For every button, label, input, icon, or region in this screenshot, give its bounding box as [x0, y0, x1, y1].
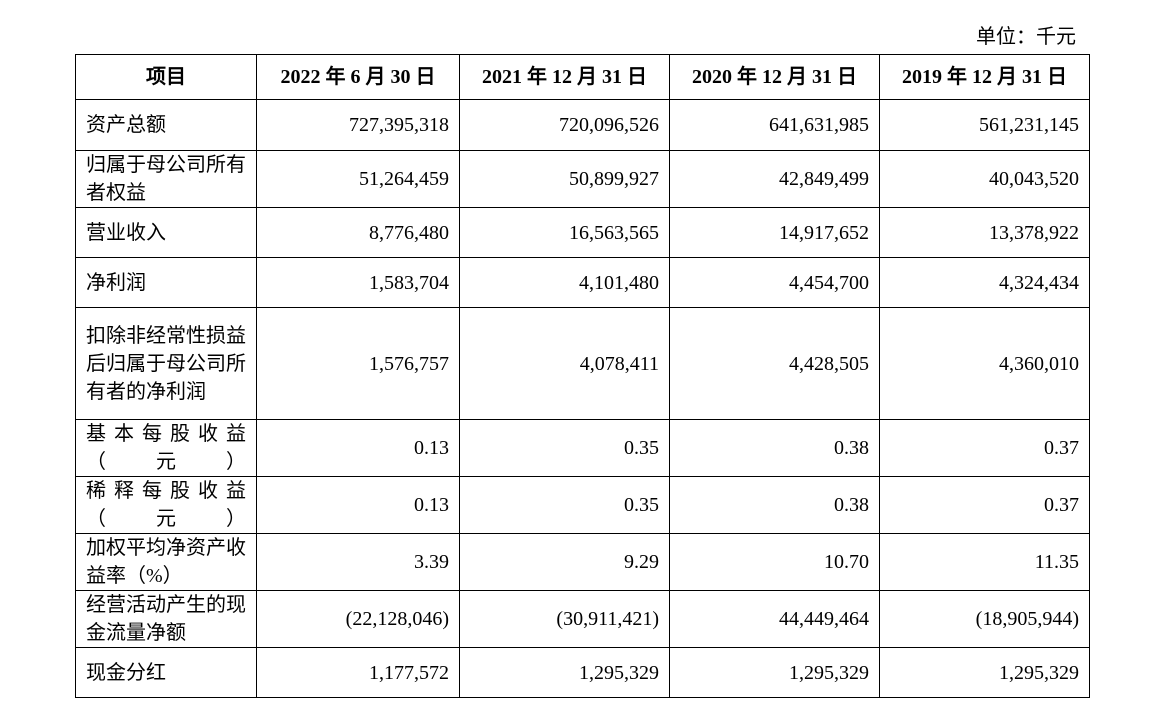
row-label: 现金分红	[75, 647, 257, 698]
cell-value: 8,776,480	[256, 207, 460, 258]
cell-value: 13,378,922	[879, 207, 1090, 258]
cell-value: 10.70	[669, 533, 880, 591]
row-label: 经营活动产生的现金流量净额	[75, 590, 257, 648]
cell-value: 561,231,145	[879, 99, 1090, 151]
cell-value: 1,576,757	[256, 307, 460, 420]
table-row: 现金分红 1,177,572 1,295,329 1,295,329 1,295…	[75, 647, 1090, 698]
cell-value: 1,177,572	[256, 647, 460, 698]
cell-value: 727,395,318	[256, 99, 460, 151]
cell-value: 4,360,010	[879, 307, 1090, 420]
cell-value: 4,428,505	[669, 307, 880, 420]
table-row: 基本每股收益（元） 0.13 0.35 0.38 0.37	[75, 419, 1090, 477]
row-label: 归属于母公司所有者权益	[75, 150, 257, 208]
cell-value: 0.35	[459, 476, 670, 534]
cell-value: 50,899,927	[459, 150, 670, 208]
cell-value: 641,631,985	[669, 99, 880, 151]
cell-value: 3.39	[256, 533, 460, 591]
cell-value: 51,264,459	[256, 150, 460, 208]
row-label: 净利润	[75, 257, 257, 308]
header-2022-06-30: 2022 年 6 月 30 日	[256, 54, 460, 100]
table-row: 扣除非经常性损益后归属于母公司所有者的净利润 1,576,757 4,078,4…	[75, 307, 1090, 420]
cell-value: 0.13	[256, 476, 460, 534]
row-label: 营业收入	[75, 207, 257, 258]
cell-value: 0.37	[879, 419, 1090, 477]
cell-value: 0.38	[669, 419, 880, 477]
header-2020-12-31: 2020 年 12 月 31 日	[669, 54, 880, 100]
cell-value: 4,454,700	[669, 257, 880, 308]
cell-value: 9.29	[459, 533, 670, 591]
cell-value: 42,849,499	[669, 150, 880, 208]
cell-value: 11.35	[879, 533, 1090, 591]
cell-value: (22,128,046)	[256, 590, 460, 648]
row-label: 加权平均净资产收益率（%）	[75, 533, 257, 591]
cell-value: 16,563,565	[459, 207, 670, 258]
table-row: 加权平均净资产收益率（%） 3.39 9.29 10.70 11.35	[75, 533, 1090, 591]
cell-value: 1,295,329	[879, 647, 1090, 698]
row-label: 资产总额	[75, 99, 257, 151]
cell-value: 14,917,652	[669, 207, 880, 258]
cell-value: 720,096,526	[459, 99, 670, 151]
row-label: 稀释每股收益（元）	[75, 476, 257, 534]
row-label: 扣除非经常性损益后归属于母公司所有者的净利润	[75, 307, 257, 420]
table-row: 经营活动产生的现金流量净额 (22,128,046) (30,911,421) …	[75, 590, 1090, 648]
cell-value: (18,905,944)	[879, 590, 1090, 648]
header-2021-12-31: 2021 年 12 月 31 日	[459, 54, 670, 100]
cell-value: 1,295,329	[459, 647, 670, 698]
table-row: 营业收入 8,776,480 16,563,565 14,917,652 13,…	[75, 207, 1090, 258]
cell-value: 40,043,520	[879, 150, 1090, 208]
table-row: 稀释每股收益（元） 0.13 0.35 0.38 0.37	[75, 476, 1090, 534]
header-2019-12-31: 2019 年 12 月 31 日	[879, 54, 1090, 100]
cell-value: 0.38	[669, 476, 880, 534]
row-label: 基本每股收益（元）	[75, 419, 257, 477]
cell-value: 4,324,434	[879, 257, 1090, 308]
cell-value: (30,911,421)	[459, 590, 670, 648]
cell-value: 44,449,464	[669, 590, 880, 648]
header-item: 项目	[75, 54, 257, 100]
cell-value: 1,295,329	[669, 647, 880, 698]
cell-value: 0.37	[879, 476, 1090, 534]
table-row: 净利润 1,583,704 4,101,480 4,454,700 4,324,…	[75, 257, 1090, 308]
table-row: 归属于母公司所有者权益 51,264,459 50,899,927 42,849…	[75, 150, 1090, 208]
unit-label: 单位：千元	[976, 26, 1076, 48]
financial-table: 项目 2022 年 6 月 30 日 2021 年 12 月 31 日 2020…	[75, 54, 1090, 698]
cell-value: 4,101,480	[459, 257, 670, 308]
table-row: 资产总额 727,395,318 720,096,526 641,631,985…	[75, 99, 1090, 151]
cell-value: 4,078,411	[459, 307, 670, 420]
cell-value: 0.13	[256, 419, 460, 477]
cell-value: 1,583,704	[256, 257, 460, 308]
header-row: 项目 2022 年 6 月 30 日 2021 年 12 月 31 日 2020…	[75, 54, 1090, 100]
cell-value: 0.35	[459, 419, 670, 477]
